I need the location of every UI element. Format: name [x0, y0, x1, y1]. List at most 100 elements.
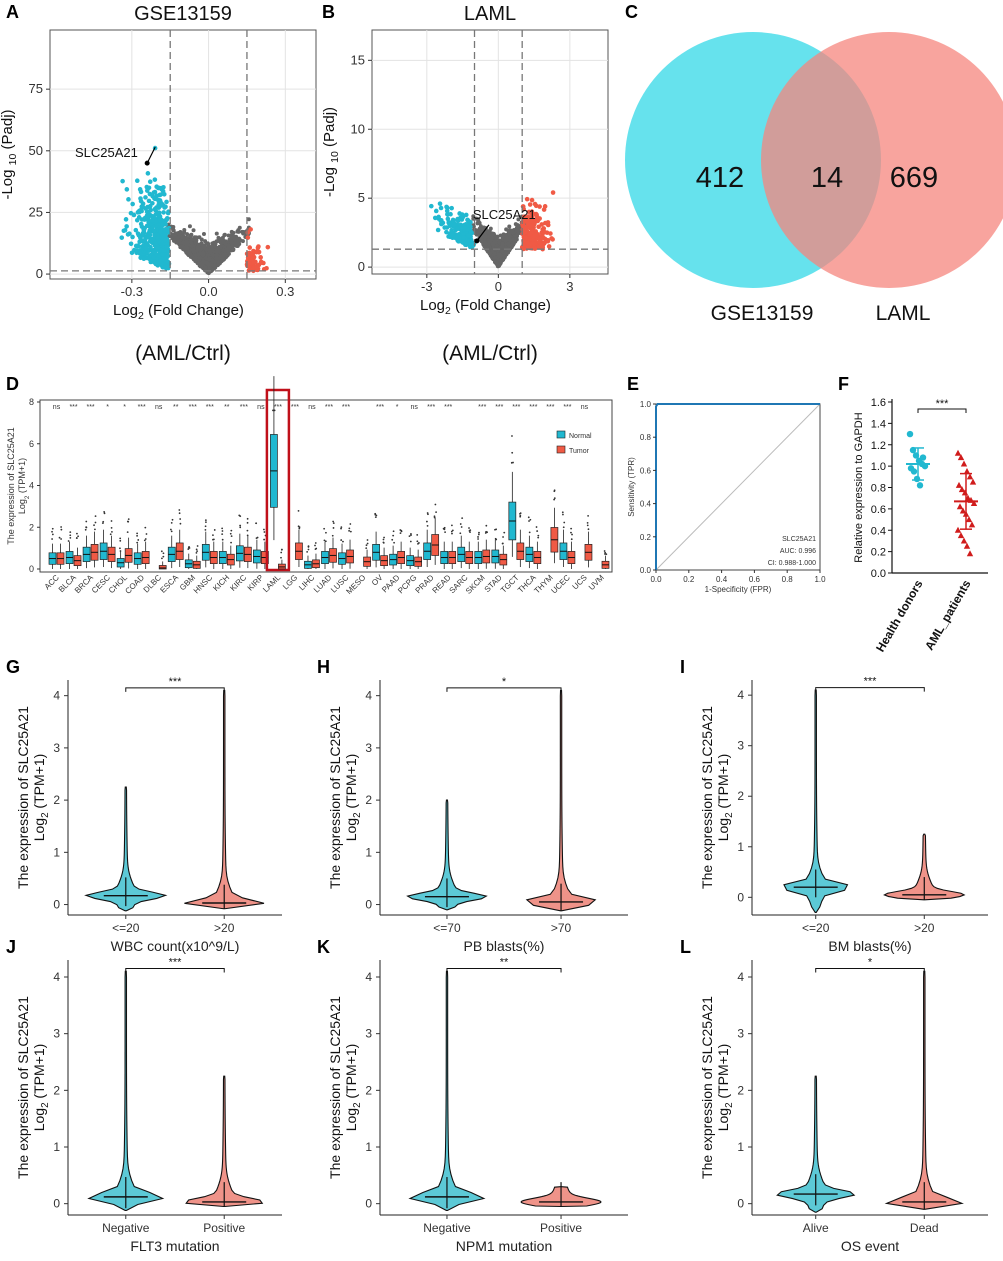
box-outlier	[145, 533, 148, 535]
panel-label-D: D	[6, 374, 19, 394]
box-outlier	[478, 531, 480, 534]
box-outlier	[136, 534, 138, 537]
violin-shape	[525, 689, 597, 912]
y-tick-label: 1	[53, 845, 60, 859]
box-outlier	[69, 531, 72, 534]
volcano-point-down	[153, 196, 158, 202]
box-outlier	[586, 524, 589, 527]
box-outlier	[179, 522, 182, 525]
volcano-point-down	[163, 228, 168, 233]
volcano-point	[514, 237, 519, 242]
volcano-point	[503, 237, 508, 242]
venn-count-overlap: 14	[811, 162, 843, 194]
box-outlier	[323, 539, 326, 542]
box-outlier	[393, 541, 395, 544]
volcano-point	[500, 249, 505, 254]
x-tick-label: 0.2	[683, 575, 695, 584]
data-point-aml	[970, 500, 978, 507]
annotation-pointer	[476, 224, 490, 242]
significance-mark: *	[502, 676, 507, 688]
box-outlier	[230, 529, 233, 532]
box-outlier	[136, 541, 139, 544]
y-tick-label: 1.4	[871, 418, 886, 430]
legend-swatch-tumor	[556, 445, 566, 454]
box-outlier	[416, 534, 419, 536]
violin-panel-H: 0 1 2 3 4 <=70 >70 * PB blasts(%) The expression …	[327, 676, 628, 954]
significance-mark: ***	[86, 404, 94, 411]
volcano-point-down	[438, 205, 444, 211]
panel-label-E: E	[627, 374, 639, 394]
box-outlier	[399, 529, 402, 531]
box-outlier	[366, 542, 369, 545]
y-tick-label: 0	[29, 564, 34, 574]
volcano-point-down	[138, 196, 143, 201]
category-label: LAML	[261, 573, 283, 595]
box-outlier	[126, 531, 129, 533]
box-outlier	[171, 518, 174, 521]
significance-mark: ns	[308, 404, 316, 411]
box-outlier	[510, 461, 513, 464]
box-outlier	[246, 529, 249, 532]
volcano-point-down	[156, 210, 162, 216]
x-tick-label: >20	[914, 921, 935, 935]
volcano-point-down	[134, 178, 140, 184]
volcano-point	[491, 243, 496, 248]
y-tick-label: 0.2	[871, 547, 886, 559]
volcano-point	[187, 249, 192, 254]
y-tick-label: 0.6	[871, 504, 886, 516]
violin-panel-J: 0 1 2 3 4 Negative Positive *** FLT3 mutation The…	[15, 957, 282, 1254]
box-outlier	[485, 524, 488, 527]
box-outlier	[119, 539, 122, 542]
box-outlier	[485, 530, 488, 533]
box-outlier	[60, 538, 63, 540]
box-outlier	[563, 521, 566, 524]
x-tick-label: >70	[551, 921, 572, 935]
volcano-point	[203, 265, 208, 270]
volcano-point-down	[462, 225, 468, 230]
volcano-point-down	[147, 203, 153, 209]
box-outlier	[77, 535, 80, 538]
y-tick-label: 2	[365, 1083, 372, 1097]
volcano-point-down	[152, 206, 158, 212]
box-outlier	[519, 512, 521, 515]
significance-mark: ***	[444, 404, 452, 411]
volcano-point-up	[530, 211, 536, 217]
volcano-point-down	[158, 229, 163, 235]
box-outlier	[314, 542, 317, 544]
box-outlier	[477, 536, 479, 538]
volcano-point-down	[161, 210, 166, 215]
box-outlier	[280, 548, 283, 551]
panel-label-F: F	[838, 374, 849, 394]
volcano-point	[214, 231, 219, 236]
violin-shape	[185, 1075, 264, 1208]
box-outlier	[553, 497, 556, 500]
volcano-point-up	[544, 230, 550, 235]
y-tick-label: 4	[53, 970, 60, 984]
volcano-point-down	[138, 207, 144, 213]
volcano-point-down	[165, 210, 171, 216]
box-outlier	[477, 538, 479, 540]
box-outlier	[459, 523, 462, 525]
volcano-point-down	[149, 237, 155, 243]
box-outlier	[307, 548, 310, 551]
volcano-point	[513, 222, 518, 227]
box-outlier	[51, 530, 53, 533]
y-tick-label: 1	[737, 1140, 744, 1154]
category-label: KICH	[211, 573, 231, 593]
volcano-point-down	[123, 217, 129, 222]
y-tick-label: 3	[365, 1027, 372, 1041]
x-tick-label: >20	[214, 921, 235, 935]
volcano-point-down	[444, 225, 450, 230]
y-tick-label: 1	[53, 1140, 60, 1154]
volcano-point-down	[444, 229, 449, 235]
significance-bracket	[917, 408, 967, 413]
box-outlier	[143, 539, 146, 542]
data-point-aml	[963, 467, 971, 474]
y-tick-label: 0.0	[640, 566, 652, 575]
box-outlier	[93, 524, 95, 527]
volcano-point	[212, 243, 217, 248]
volcano-point-up	[530, 237, 536, 242]
box-outlier	[587, 514, 589, 517]
box-outlier	[536, 530, 539, 532]
box-outlier	[280, 551, 283, 554]
